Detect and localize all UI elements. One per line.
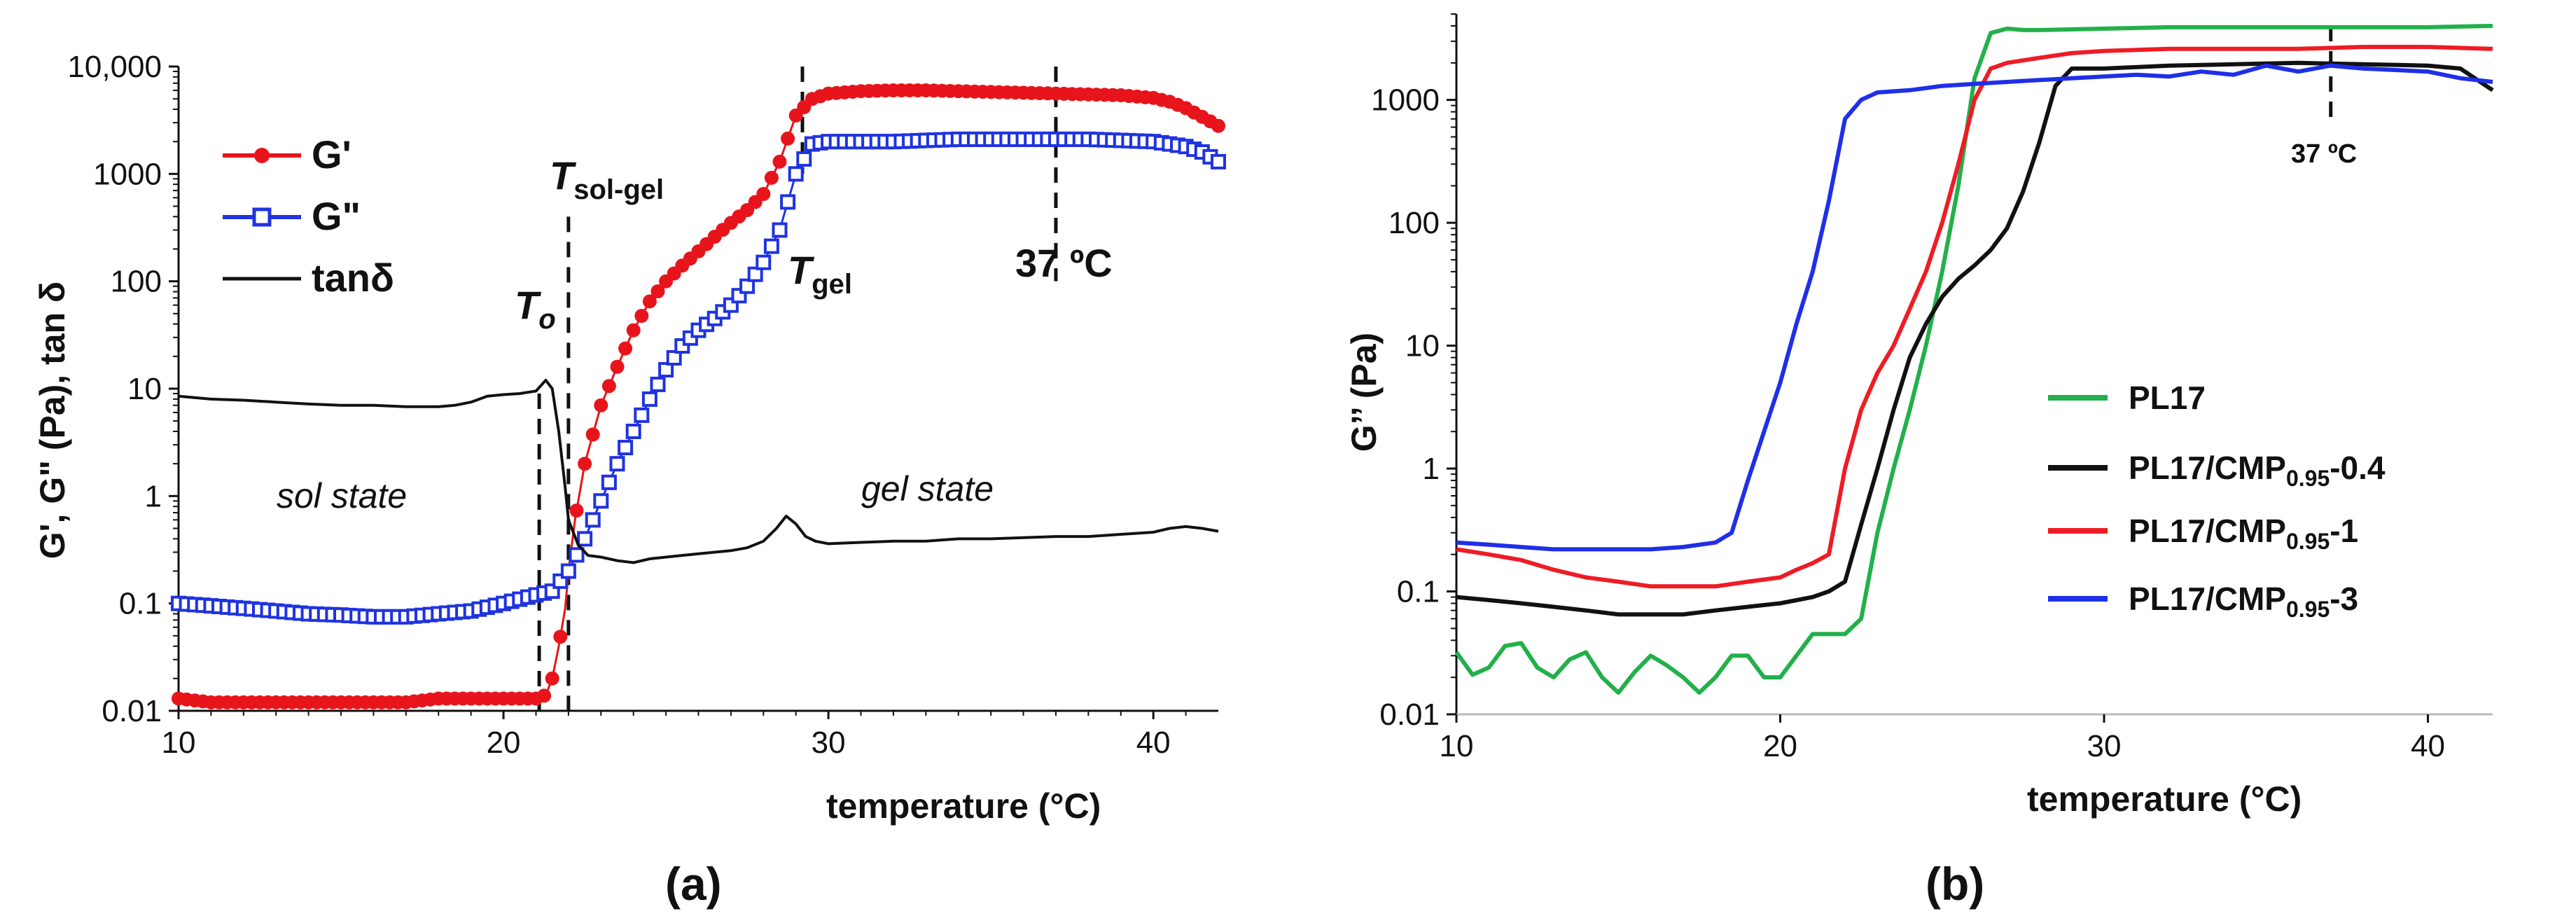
panel-a-gdouble-point	[593, 493, 609, 509]
panel-a-37c-label: 37 ºC	[1015, 241, 1113, 285]
panel-a-gdouble-point	[772, 222, 788, 238]
panel-b-xtick-label: 10	[1440, 729, 1474, 763]
legend-pl17-label: PL17	[2129, 380, 2206, 416]
panel-a-tsolgel-label: Tsol-gel	[550, 153, 664, 205]
panel-a-gprime-point	[1211, 118, 1225, 133]
panel-a-gprime-point	[585, 427, 600, 442]
panel-b-ytick-label: 0.1	[1397, 575, 1440, 609]
panel-a-gdouble-point	[780, 194, 796, 210]
panel-a-xtick-label: 30	[812, 726, 846, 760]
legend-cmp1-label: PL17/CMP0.95-1	[2129, 513, 2358, 554]
legend-gprime-marker	[254, 148, 270, 163]
panel-a-gdouble-point	[585, 512, 601, 528]
panel-a-gel-state: gel state	[861, 469, 994, 508]
panel-b-xlabel: temperature (°C)	[2027, 779, 2302, 819]
panel-a-gdouble-point	[747, 266, 763, 282]
panel-a-gdouble-point	[756, 254, 772, 270]
legend-gprime-label: G'	[312, 132, 351, 176]
panel-a-gprime-point	[634, 309, 649, 323]
panel-a-gprime-point	[569, 504, 584, 518]
panel-a-gprime-point	[553, 630, 568, 644]
panel-a-gdouble-point	[739, 278, 756, 294]
panel-a-gprime-point	[642, 294, 657, 309]
panel-b-ylabel: G’’ (Pa)	[1344, 333, 1384, 452]
panel-a-ytick-label: 0.01	[102, 694, 162, 728]
panel-a-gdouble-point	[618, 440, 634, 456]
panel-a-gprime-point	[545, 671, 559, 686]
panel-a-gdouble-point	[601, 474, 617, 490]
panel-b-series-line-3	[1456, 63, 2493, 552]
panel-a-gprime-point	[610, 359, 625, 374]
panel-b-ytick-label: 0.01	[1379, 698, 1440, 732]
panel-b-ytick-label: 1	[1423, 452, 1440, 486]
panel-a-series	[171, 83, 1226, 709]
panel-a-legend: G' G" tanδ	[223, 132, 394, 300]
panel-b-xtick-label: 40	[2411, 729, 2445, 763]
panel-a-gprime-point	[537, 688, 552, 703]
panel-a-gdouble-point	[577, 531, 593, 547]
panel-b-series-line-0	[1454, 24, 2493, 695]
panel-a-gprime-point	[772, 154, 787, 169]
panel-a-gdouble-point	[641, 391, 657, 407]
panel-a-gprime-point	[626, 323, 641, 338]
legend-tand-label: tanδ	[312, 256, 394, 300]
panel-a-ytick-label: 100	[111, 265, 162, 299]
panel-a-gprime-point	[764, 170, 779, 185]
panel-a-xtick-label: 40	[1136, 726, 1171, 760]
panel-b-chart: G’’ (Pa) 0.01 0.1 1 10 100 1000 10 20 30 40 37 ºC…	[1344, 13, 2494, 910]
panel-a-gdouble-point	[788, 166, 804, 182]
panel-b-series-line-1	[1456, 60, 2494, 617]
panel-a-chart: G', G" (Pa), tan δ 0.01 0.1 1 10 100 1000 10,0…	[33, 50, 1226, 910]
legend-gdouble-marker	[252, 207, 272, 227]
panel-a-gdouble-point	[650, 376, 666, 392]
panel-a-gprime-point	[756, 187, 771, 201]
legend-cmp04-label: PL17/CMP0.95-0.4	[2129, 450, 2386, 491]
panel-a-xlabel: temperature (°C)	[826, 786, 1101, 826]
panel-a-gdouble-point	[625, 424, 641, 439]
panel-b-axes: 0.01 0.1 1 10 100 1000 10 20 30 40	[1371, 13, 2493, 763]
panel-a-xtick-label: 10	[162, 726, 196, 760]
panel-a-ytick-label: 10	[127, 372, 162, 406]
panel-a-gprime-point	[594, 398, 608, 412]
panel-a-ytick-label: 0.1	[119, 587, 162, 621]
panel-a-gdouble-point	[560, 563, 576, 579]
panel-b-series	[1454, 24, 2494, 695]
panel-b-label: (b)	[1926, 858, 1984, 910]
panel-a-gdouble-point	[569, 547, 585, 563]
panel-a-gdouble-point	[634, 407, 650, 423]
panel-b-series-line-2	[1456, 45, 2493, 589]
panel-a-ytick-label: 1	[145, 479, 162, 513]
panel-b-37c-label: 37 ºC	[2291, 139, 2357, 169]
panel-b-xtick-label: 20	[1763, 729, 1797, 763]
legend-cmp3-label: PL17/CMP0.95-3	[2129, 581, 2358, 622]
panel-a-xtick-label: 20	[487, 726, 521, 760]
panel-a-gdouble-point	[763, 238, 779, 254]
panel-a-gprime-point	[578, 457, 592, 471]
panel-a-gdouble-point	[658, 362, 674, 377]
legend-gdouble-label: G"	[312, 194, 361, 238]
panel-a-gprime-point	[650, 284, 665, 298]
panel-a-series-line-2	[178, 378, 1219, 564]
panel-b-legend: PL17 PL17/CMP0.95-0.4 PL17/CMP0.95-1 PL1…	[2048, 380, 2386, 622]
panel-a-gprime-point	[618, 341, 633, 356]
panel-a-gdouble-point	[666, 350, 682, 366]
panel-b-ytick-label: 1000	[1371, 83, 1440, 118]
panel-a-gprime-point	[601, 379, 616, 394]
panel-a-label: (a)	[665, 858, 722, 910]
panel-a-tgel-label: Tgel	[788, 248, 852, 300]
panel-a-ylabel: G', G" (Pa), tan δ	[33, 282, 72, 560]
panel-a-gdouble-point	[1211, 153, 1226, 169]
panel-a-gdouble-point	[796, 151, 812, 167]
panel-b-xtick-label: 30	[2087, 729, 2122, 763]
panel-a-ytick-label: 10,000	[67, 50, 162, 84]
panel-a-to-label: To	[515, 283, 556, 335]
panel-a-gprime-point	[781, 131, 795, 146]
panel-b-ytick-label: 100	[1388, 206, 1440, 240]
panel-b-ytick-label: 10	[1405, 329, 1440, 363]
panel-a-gdouble-point	[609, 456, 625, 472]
panel-a-ytick-label: 1000	[93, 157, 162, 191]
panel-a-axes: 0.01 0.1 1 10 100 1000 10,000 10 20 30 40	[67, 50, 1218, 760]
panel-a-sol-state: sol state	[277, 476, 407, 515]
